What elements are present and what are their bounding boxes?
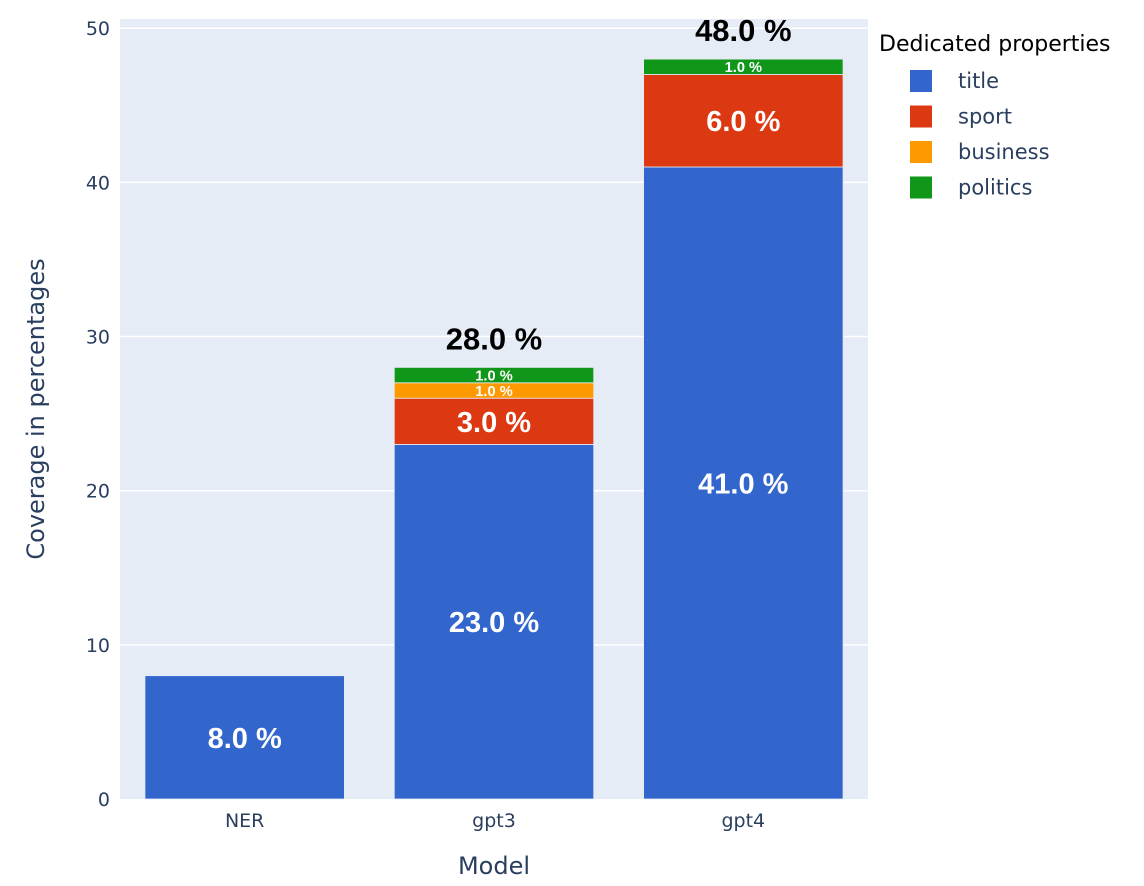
bar-value-label: 1.0 % [725, 60, 762, 76]
bar-sport-gpt4 [643, 74, 844, 168]
legend-swatch [910, 105, 932, 128]
x-axis-title: Model [458, 852, 530, 880]
y-tick-label: 10 [86, 635, 110, 657]
bar-title-gpt3 [393, 444, 595, 800]
bar-value-label: 41.0 % [698, 468, 788, 500]
x-tick-label: NER [225, 810, 264, 832]
legend-swatch [910, 176, 932, 199]
legend-title: Dedicated properties [879, 32, 1111, 57]
bar-politics-gpt3 [393, 366, 595, 384]
legend-label: title [958, 69, 999, 93]
y-tick-label: 0 [98, 789, 110, 811]
legend-item-politics[interactable]: politics [910, 176, 1032, 200]
legend-label: sport [958, 105, 1012, 129]
bar-total-label: 28.0 % [446, 321, 543, 356]
bar-value-label: 1.0 % [475, 368, 512, 384]
bar-value-label: 3.0 % [457, 407, 531, 439]
bar-title-NER [144, 675, 345, 800]
y-axis-title: Coverage in percentages [22, 258, 50, 559]
y-tick-label: 20 [86, 481, 110, 503]
legend-swatch [910, 70, 932, 92]
bar-value-label: 23.0 % [449, 607, 539, 639]
y-tick-label: 50 [86, 18, 110, 40]
bar-value-label: 6.0 % [706, 106, 780, 138]
bar-total-label: 48.0 % [695, 13, 792, 48]
bar-value-label: 1.0 % [475, 384, 512, 400]
legend-item-business[interactable]: business [910, 140, 1050, 164]
legend: Dedicated properties title sport business p… [879, 32, 1111, 200]
y-tick-label: 40 [86, 172, 110, 194]
y-tick-label: 30 [86, 327, 110, 349]
bar-sport-gpt3 [393, 397, 595, 445]
bar-value-label: 8.0 % [208, 723, 282, 755]
bar-politics-gpt4 [643, 58, 844, 75]
legend-label: business [958, 140, 1050, 164]
x-tick-label: gpt4 [721, 810, 765, 832]
bar-title-gpt4 [643, 166, 844, 800]
legend-item-title[interactable]: title [910, 69, 999, 93]
legend-swatch [910, 141, 932, 163]
x-tick-label: gpt3 [472, 810, 516, 832]
legend-item-sport[interactable]: sport [910, 105, 1012, 129]
legend-label: politics [958, 176, 1032, 200]
